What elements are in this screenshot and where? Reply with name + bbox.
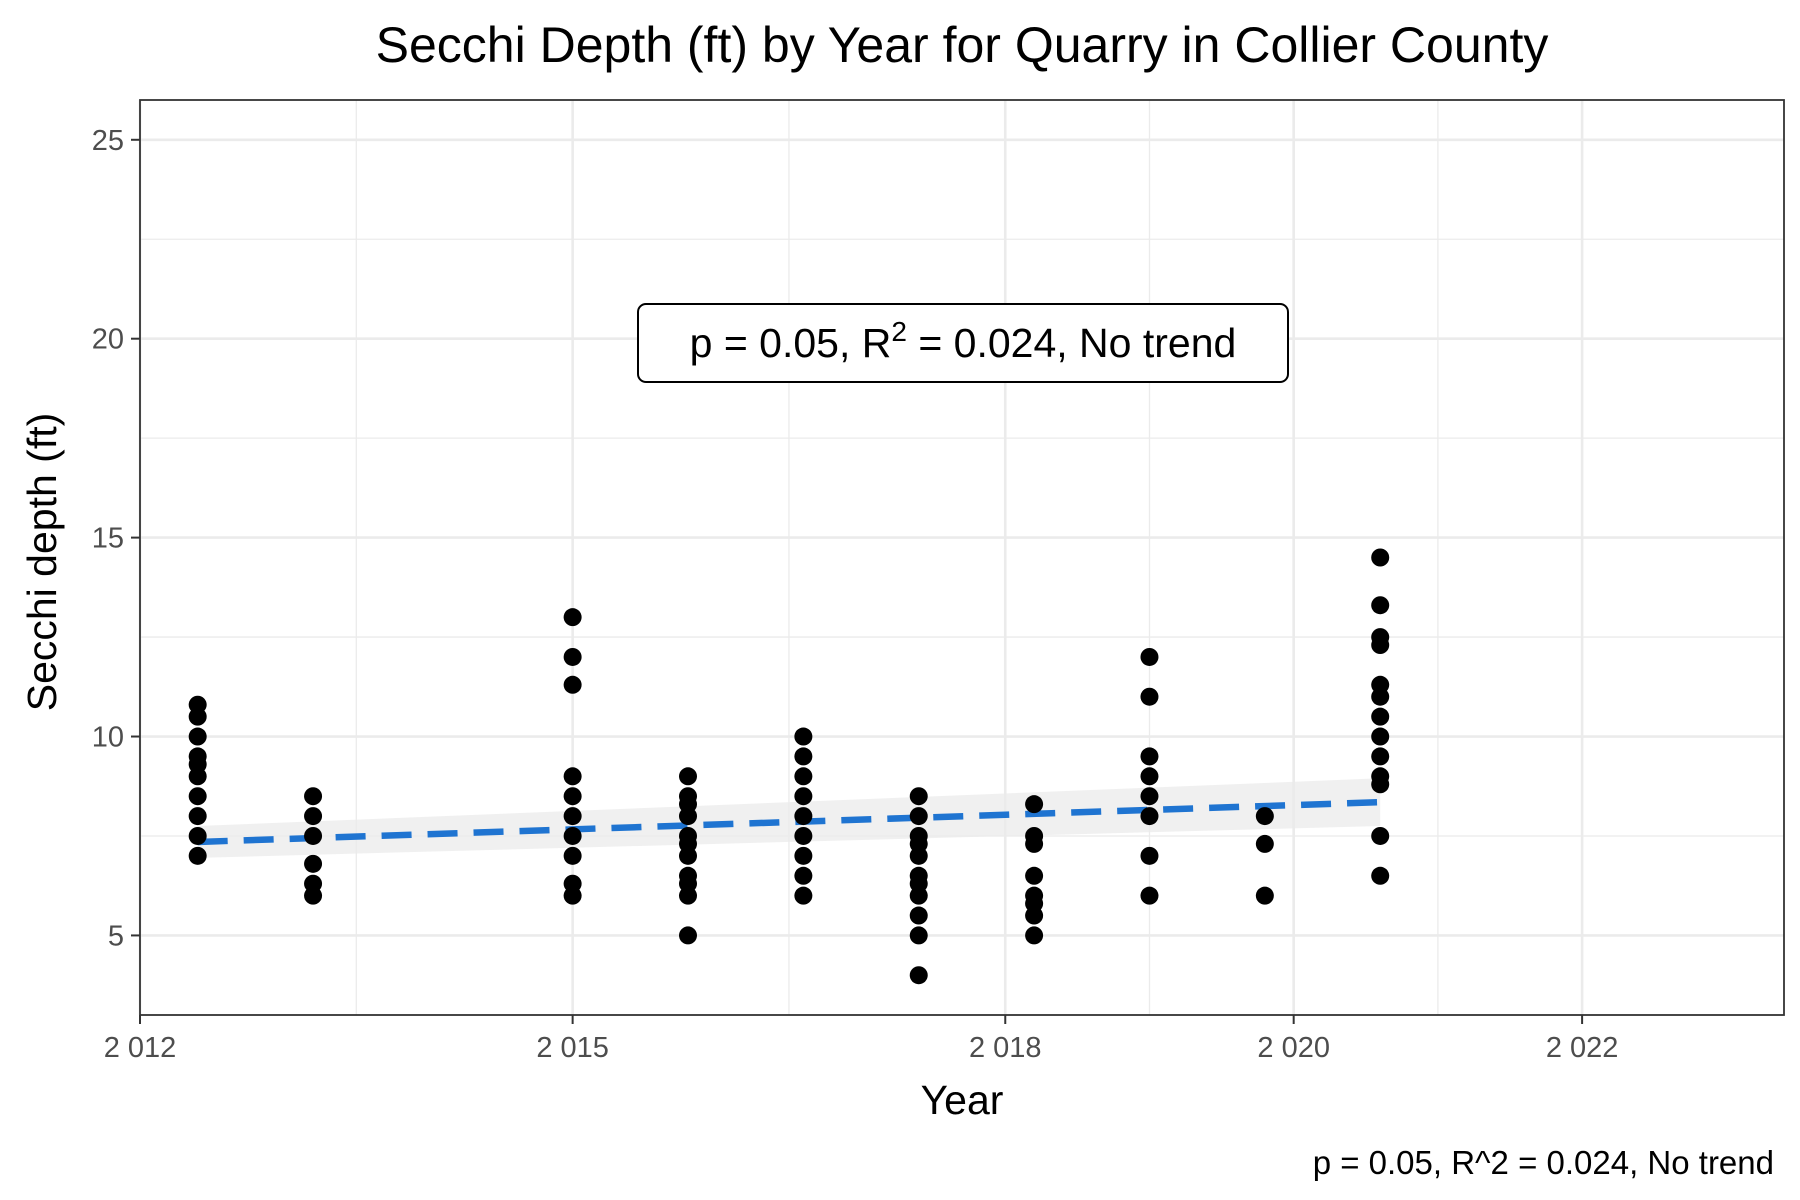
data-point (909, 807, 928, 826)
trend-line-layer (197, 798, 1381, 846)
trend-line (197, 798, 1381, 846)
data-point (188, 807, 207, 826)
data-point (188, 846, 207, 865)
data-point (794, 826, 813, 845)
annotation-prefix: p = 0.05, R (690, 320, 892, 366)
data-point (794, 807, 813, 826)
data-point (1371, 747, 1390, 766)
data-point (1371, 866, 1390, 885)
data-point (679, 846, 697, 865)
data-point (1371, 775, 1390, 794)
data-point (909, 926, 928, 945)
x-tick-label: 2 018 (969, 1032, 1042, 1064)
data-point (563, 807, 582, 826)
data-point (563, 826, 582, 845)
data-point (1371, 826, 1390, 845)
data-point (1371, 548, 1390, 567)
y-tick-label: 25 (92, 125, 124, 157)
data-point (188, 707, 207, 726)
data-point (563, 608, 582, 627)
data-point (909, 846, 928, 865)
data-point (1140, 846, 1159, 865)
grid-layer (138, 100, 1784, 1015)
data-point (794, 846, 813, 865)
data-point (563, 787, 582, 806)
data-point (1371, 636, 1390, 655)
data-point (909, 966, 928, 985)
data-point (1255, 834, 1274, 853)
data-point (304, 826, 323, 845)
annotation-frame (637, 303, 1289, 383)
data-point (909, 787, 928, 806)
annotation-superscript: 2 (891, 316, 907, 347)
data-point (1140, 807, 1159, 826)
data-point (1255, 886, 1274, 905)
x-axis-label: Year (921, 1077, 1004, 1123)
annotation-text: p = 0.05, R2 = 0.024, No trend (690, 316, 1237, 366)
data-point (794, 747, 813, 766)
data-point (794, 727, 813, 746)
data-point (909, 886, 928, 905)
data-point (1255, 807, 1274, 826)
data-point (1140, 767, 1159, 786)
data-point (679, 926, 697, 945)
points-layer (188, 548, 1390, 985)
annotation-box: p = 0.05, R2 = 0.024, No trend (637, 303, 1289, 383)
y-tick-label: 10 (92, 722, 124, 754)
data-point (679, 767, 697, 786)
x-tick-label: 2 012 (104, 1032, 177, 1064)
data-point (563, 767, 582, 786)
data-point (563, 647, 582, 666)
data-point (304, 886, 323, 905)
annotation-suffix: = 0.024, No trend (907, 320, 1236, 366)
data-point (1025, 795, 1044, 814)
data-point (188, 826, 207, 845)
data-point (188, 727, 207, 746)
data-point (1371, 707, 1390, 726)
data-point (794, 767, 813, 786)
x-tick-label: 2 022 (1546, 1032, 1619, 1064)
data-point (679, 886, 697, 905)
data-point (188, 787, 207, 806)
data-point (563, 675, 582, 694)
data-point (1371, 687, 1390, 706)
data-point (1140, 747, 1159, 766)
data-point (794, 866, 813, 885)
y-tick-label: 15 (92, 523, 124, 555)
y-axis-label: Secchi depth (ft) (19, 413, 65, 712)
data-point (1025, 866, 1044, 885)
data-point (563, 846, 582, 865)
data-point (1371, 727, 1390, 746)
data-point (1025, 926, 1044, 945)
data-point (188, 767, 207, 786)
data-point (909, 906, 928, 925)
data-point (1025, 834, 1044, 853)
x-tick-label: 2 020 (1257, 1032, 1330, 1064)
panel-border (139, 99, 1785, 1016)
data-point (304, 807, 323, 826)
data-point (794, 886, 813, 905)
data-point (563, 886, 582, 905)
data-point (304, 787, 323, 806)
data-point (1140, 687, 1159, 706)
chart-caption: p = 0.05, R^2 = 0.024, No trend (1313, 1144, 1774, 1181)
data-point (1371, 596, 1390, 615)
data-point (304, 854, 323, 873)
data-point (1140, 787, 1159, 806)
axis-layer: 2 012 2 015 2 018 2 020 2 022 5 10 15 20 25 (92, 99, 1785, 1064)
data-point (794, 787, 813, 806)
data-point (1140, 647, 1159, 666)
chart-title: Secchi Depth (ft) by Year for Quarry in … (376, 17, 1549, 73)
data-point (1140, 886, 1159, 905)
data-point (679, 807, 697, 826)
x-tick-label: 2 015 (536, 1032, 609, 1064)
y-tick-label: 5 (108, 920, 124, 952)
data-point (1025, 906, 1044, 925)
y-tick-label: 20 (92, 324, 124, 356)
